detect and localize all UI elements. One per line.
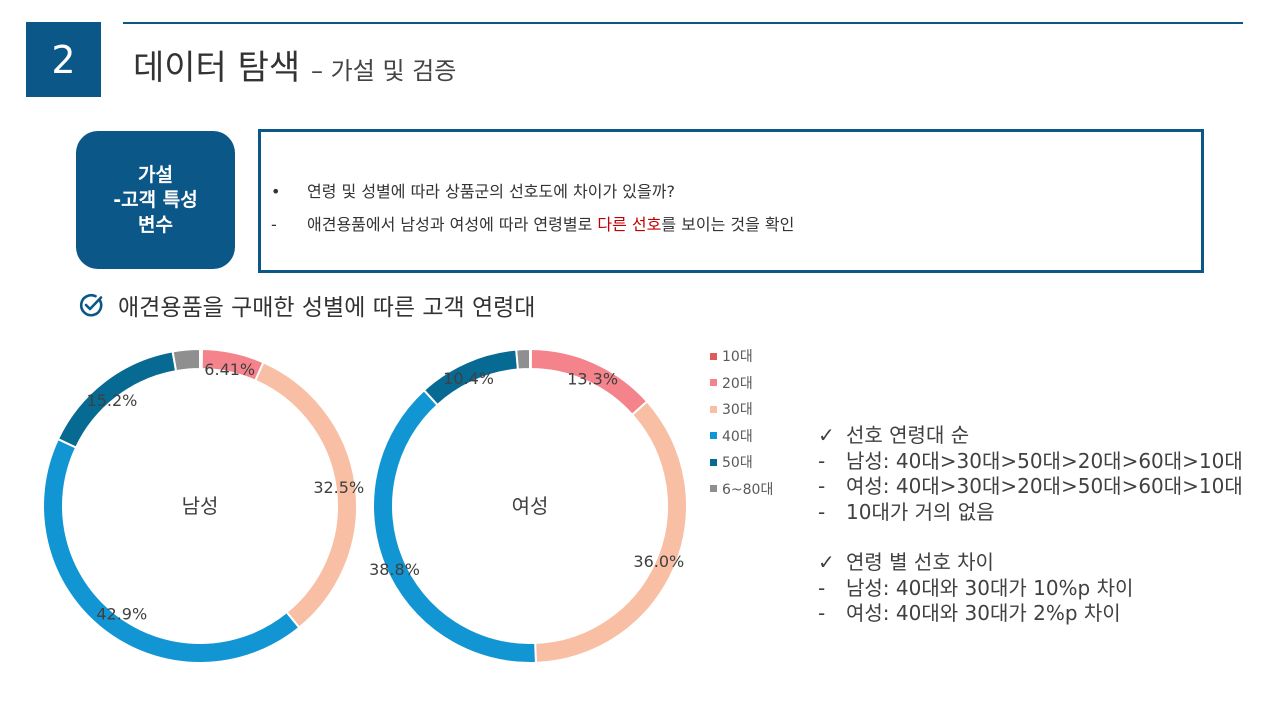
legend-label: 50대: [722, 455, 753, 472]
notes-item: - 여성: 40대>30대>20대>50대>60대>10대: [818, 474, 1243, 500]
dash-icon: -: [818, 474, 826, 498]
data-label: 10.4%: [443, 369, 494, 388]
donut-slice: [171, 347, 201, 373]
notes-panel: ✓ 선호 연령대 순 - 남성: 40대>30대>50대>20대>60대>10대 -…: [818, 423, 1243, 627]
donut-slice: [534, 400, 688, 664]
donut-center-label: 여성: [512, 494, 549, 518]
legend-swatch: [710, 458, 717, 466]
bullet-icon: •: [271, 182, 281, 201]
header-divider: [123, 22, 1243, 24]
notes-heading-2: ✓ 연령 별 선호 차이: [818, 550, 1243, 576]
legend-item: 20대: [710, 370, 773, 397]
hypothesis-box: • 연령 및 성별에 따라 상품군의 선호도에 차이가 있을까? - 애견용품에서 …: [258, 129, 1204, 273]
dash-icon: -: [818, 601, 826, 625]
donut-slice: [42, 437, 301, 664]
legend-swatch: [710, 432, 717, 440]
notes-item-text: 여성: 40대와 30대가 2%p 차이: [846, 601, 1121, 625]
section-title: 애견용품을 구매한 성별에 따른 고객 연령대: [78, 288, 535, 322]
checkmark-icon: ✓: [818, 423, 835, 447]
checkmark-icon: ✓: [818, 550, 835, 574]
section-number-badge: 2: [26, 22, 101, 97]
notes-spacer: [818, 525, 1243, 550]
hypothesis-tag: 가설 -고객 특성 변수: [76, 131, 235, 269]
donut-slice: [372, 388, 537, 664]
legend-swatch: [710, 352, 717, 360]
donut-center-label: 남성: [182, 494, 219, 518]
notes-heading-1: ✓ 선호 연령대 순: [818, 423, 1243, 449]
notes-heading-2-text: 연령 별 선호 차이: [846, 550, 994, 574]
legend-item: 30대: [710, 396, 773, 423]
page-title-main: 데이터 탐색: [133, 48, 301, 88]
notes-item: -10대가 거의 없음: [818, 500, 1243, 526]
donut-slice: [515, 347, 531, 371]
legend-label: 6~80대: [722, 481, 774, 498]
dash-icon: -: [818, 499, 826, 524]
data-label: 42.9%: [96, 604, 147, 623]
legend-item: 50대: [710, 449, 773, 476]
notes-item: - 남성: 40대>30대>50대>20대>60대>10대: [818, 449, 1243, 475]
hypothesis-tag-line-3: 변수: [138, 213, 173, 236]
data-label: 38.8%: [369, 560, 420, 579]
notes-item: - 여성: 40대와 30대가 2%p 차이: [818, 601, 1243, 627]
legend-label: 10대: [722, 349, 753, 366]
chart-legend: 10대 20대 30대 40대 50대 6~80대: [710, 343, 773, 502]
page-subtitle: – 가설 및 검증: [311, 57, 457, 85]
check-circle-icon: [79, 293, 103, 317]
data-label: 32.5%: [313, 478, 364, 497]
notes-item-text: 10대가 거의 없음: [846, 499, 995, 524]
data-label: 6.41%: [204, 360, 255, 379]
notes-item-text: 남성: 40대와 30대가 10%p 차이: [846, 575, 1134, 600]
data-label: 15.2%: [87, 391, 138, 410]
legend-swatch: [710, 485, 717, 493]
hypothesis-question: • 연령 및 성별에 따라 상품군의 선호도에 차이가 있을까?: [271, 178, 675, 202]
legend-swatch: [710, 379, 717, 387]
donut-chart: 6.41% 32.5% 42.9% 15.2% 남성 13.3% 36.0% 38.8% 10.…: [42, 347, 688, 664]
legend-item: 6~80대: [710, 476, 773, 503]
section-number: 2: [51, 37, 76, 82]
section-title-text: 애견용품을 구매한 성별에 따른 고객 연령대: [118, 295, 536, 321]
legend-swatch: [710, 405, 717, 413]
dash-icon: -: [271, 215, 277, 234]
notes-item: - 남성: 40대와 30대가 10%p 차이: [818, 576, 1243, 602]
hypothesis-tag-line-2: -고객 특성: [113, 188, 198, 211]
hypothesis-finding-highlight: 다른 선호: [597, 215, 662, 234]
data-label: 13.3%: [567, 369, 618, 388]
legend-label: 30대: [722, 402, 753, 419]
dash-icon: -: [818, 448, 826, 473]
legend-item: 40대: [710, 423, 773, 450]
page-title: 데이터 탐색 – 가설 및 검증: [133, 40, 456, 89]
hypothesis-tag-line-1: 가설: [138, 163, 173, 186]
dash-icon: -: [818, 575, 826, 600]
hypothesis-finding: - 애견용품에서 남성과 여성에 따라 연령별로 다른 선호를 보이는 것을 확인: [271, 211, 794, 235]
hypothesis-finding-after: 를 보이는 것을 확인: [661, 215, 795, 234]
notes-item-text: 남성: 40대>30대>50대>20대>60대>10대: [846, 448, 1243, 473]
data-label: 36.0%: [633, 552, 684, 571]
legend-label: 40대: [722, 428, 753, 445]
notes-heading-1-text: 선호 연령대 순: [846, 423, 970, 447]
hypothesis-finding-before: 애견용품에서 남성과 여성에 따라 연령별로: [307, 215, 598, 234]
legend-item: 10대: [710, 343, 773, 370]
notes-item-text: 여성: 40대>30대>20대>50대>60대>10대: [846, 474, 1243, 498]
legend-label: 20대: [722, 375, 753, 392]
hypothesis-question-text: 연령 및 성별에 따라 상품군의 선호도에 차이가 있을까?: [307, 182, 675, 201]
